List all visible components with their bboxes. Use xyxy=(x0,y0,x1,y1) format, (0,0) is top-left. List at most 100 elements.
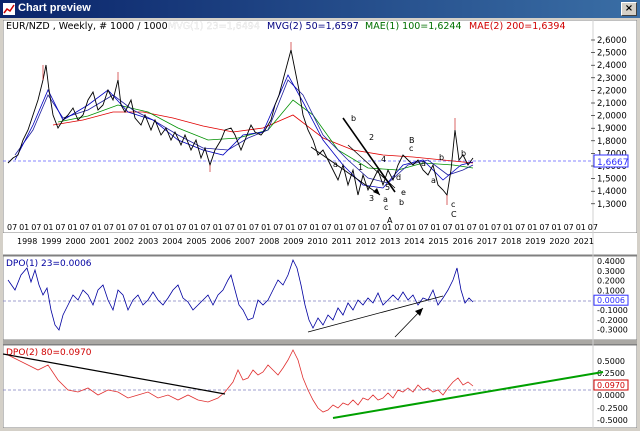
month-tick-label: 01 xyxy=(576,223,586,232)
dpo2-tick-label: -0.5000 xyxy=(597,416,628,425)
legend-entry: MAE(2) 200=1,6394 xyxy=(469,21,566,32)
wave-label: b xyxy=(399,198,404,207)
wave-label: d xyxy=(396,173,401,182)
dpo1-tick-label: 0.2000 xyxy=(597,277,625,286)
dpo2-legend: DPO(2) 80=0.0970 xyxy=(6,348,92,358)
price-panel xyxy=(3,20,637,234)
year-tick-label: 2005 xyxy=(186,237,206,246)
month-tick-label: 07 xyxy=(249,223,259,232)
mvg1-line xyxy=(14,74,474,189)
chart-area[interactable]: EUR/NZD , Weekly, # 1000 / 1000 MVG(1) 23… xyxy=(3,20,637,428)
wave-label: 5 xyxy=(385,183,390,192)
dpo1-tick-label: 0.3000 xyxy=(597,267,625,276)
legend-entry: MAE(1) 100=1,6244 xyxy=(365,21,462,32)
dpo1-legend: DPO(1) 23=0.0006 xyxy=(6,259,92,269)
legend: EUR/NZD , Weekly, # 1000 / 1000 MVG(1) 23… xyxy=(6,21,566,32)
year-tick-label: 2019 xyxy=(525,237,545,246)
month-tick-label: 07 xyxy=(467,223,477,232)
month-tick-label: 01 xyxy=(431,223,441,232)
price-tick-label: 2,6000 xyxy=(597,36,627,46)
year-tick-label: 1998 xyxy=(17,237,37,246)
price-tick-label: 2,1000 xyxy=(597,99,627,109)
date-axis-panel xyxy=(3,233,637,255)
arrow-head-icon xyxy=(415,308,423,316)
dpo2-panel xyxy=(3,344,637,428)
year-tick-label: 2000 xyxy=(65,237,85,246)
month-tick-label: 01 xyxy=(92,223,102,232)
month-tick-label: 01 xyxy=(479,223,489,232)
price-tick-label: 2,2000 xyxy=(597,86,627,96)
dpo1-tick-label: 0.1000 xyxy=(597,286,625,295)
legend-entry: MVG(2) 50=1,6597 xyxy=(267,21,359,32)
price-tick-label: 2,4000 xyxy=(597,61,627,71)
wave-label: a xyxy=(383,195,388,204)
year-tick-label: 2020 xyxy=(549,237,569,246)
dpo2-tick-label: 0.5000 xyxy=(597,357,625,366)
month-tick-label: 01 xyxy=(552,223,562,232)
year-tick-label: 2011 xyxy=(332,237,352,246)
wave-label: a xyxy=(421,159,426,168)
month-tick-label: 07 xyxy=(55,223,65,232)
month-tick-label: 07 xyxy=(201,223,211,232)
year-tick-label: 2014 xyxy=(404,237,424,246)
month-tick-label: 07 xyxy=(370,223,380,232)
close-icon: × xyxy=(624,3,634,14)
wave-label: B xyxy=(409,136,415,145)
month-tick-label: 01 xyxy=(358,223,368,232)
month-tick-label: 01 xyxy=(503,223,513,232)
month-tick-label: 01 xyxy=(455,223,465,232)
legend-entry: MVG(1) 23=1,6494 xyxy=(168,21,260,32)
month-tick-label: 07 xyxy=(346,223,356,232)
month-tick-label: 01 xyxy=(164,223,174,232)
month-tick-label: 07 xyxy=(564,223,574,232)
current-price-label: 1,6667 xyxy=(597,158,629,168)
chart-icon xyxy=(3,3,15,15)
month-tick-label: 07 xyxy=(297,223,307,232)
year-tick-label: 2009 xyxy=(283,237,303,246)
wave-label: a xyxy=(333,160,338,169)
arrow-head-icon xyxy=(373,188,380,195)
dpo2-tick-label: 0.0970 xyxy=(597,381,625,390)
month-tick-label: 01 xyxy=(140,223,150,232)
wave-label: c xyxy=(409,144,413,153)
month-tick-label: 07 xyxy=(322,223,332,232)
month-tick-label: 07 xyxy=(515,223,525,232)
year-tick-label: 2001 xyxy=(90,237,110,246)
month-tick-label: 07 xyxy=(104,223,114,232)
year-tick-label: 2016 xyxy=(453,237,473,246)
month-tick-label: 01 xyxy=(527,223,537,232)
wave-label: 3 xyxy=(369,194,374,203)
dpo2-series xyxy=(7,349,474,413)
month-tick-label: 07 xyxy=(225,223,235,232)
month-tick-label: 01 xyxy=(237,223,247,232)
price-tick-label: 2,0000 xyxy=(597,112,627,122)
title-bar[interactable]: Chart preview × xyxy=(0,0,640,18)
year-tick-label: 1999 xyxy=(41,237,61,246)
channel-line-mid xyxy=(347,144,396,189)
dpo1-tick-label: -0.2000 xyxy=(597,316,628,325)
price-tick-label: 2,5000 xyxy=(597,49,627,59)
month-tick-label: 07 xyxy=(588,223,598,232)
year-tick-label: 2021 xyxy=(574,237,594,246)
wave-label: b xyxy=(461,149,466,158)
wave-label: 2 xyxy=(369,133,374,142)
wave-label: b xyxy=(351,114,356,123)
year-tick-label: 2010 xyxy=(307,237,327,246)
year-tick-label: 2006 xyxy=(211,237,231,246)
price-wicks xyxy=(42,42,456,205)
price-tick-label: 1,3000 xyxy=(597,200,627,210)
month-tick-label: 01 xyxy=(68,223,78,232)
month-tick-label: 07 xyxy=(7,223,17,232)
month-tick-label: 01 xyxy=(116,223,126,232)
year-tick-label: 2015 xyxy=(428,237,448,246)
dpo1-panel xyxy=(3,255,637,341)
dpo2-trend-line-black xyxy=(3,353,226,395)
month-tick-label: 07 xyxy=(394,223,404,232)
close-button[interactable]: × xyxy=(621,2,637,16)
month-tick-label: 07 xyxy=(128,223,138,232)
dpo1-tick-label: -0.3000 xyxy=(597,326,628,335)
wave-label: c xyxy=(451,200,455,209)
